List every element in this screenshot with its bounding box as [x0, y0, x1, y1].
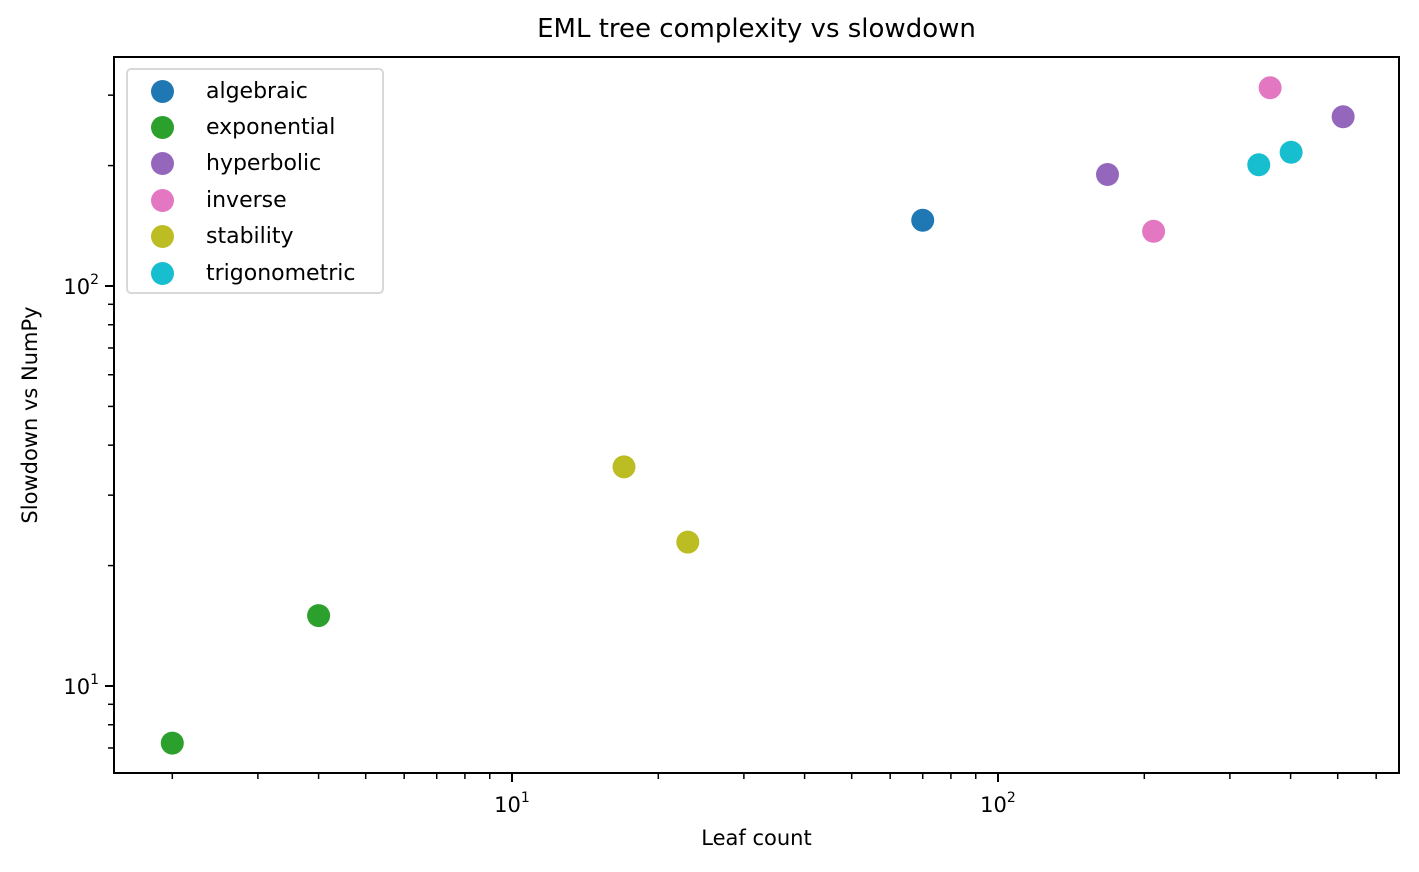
data-point-inverse — [1142, 219, 1166, 243]
circle-marker-icon — [151, 151, 174, 175]
tick-label: 101 — [494, 790, 530, 817]
data-points — [160, 76, 1355, 755]
data-point-hyperbolic — [1331, 105, 1355, 129]
circle-marker-icon — [151, 224, 174, 248]
y-axis-ticks: 101 102 — [63, 94, 113, 749]
data-point-exponential — [160, 731, 184, 755]
x-axis-label: Leaf count — [701, 826, 812, 850]
legend: algebraic exponential hyperbolic inverse… — [126, 68, 384, 294]
data-point-inverse — [1258, 76, 1282, 100]
x-axis-ticks: 101 102 — [171, 774, 1377, 817]
tick-label: 102 — [63, 272, 99, 299]
legend-label: stability — [206, 223, 294, 249]
data-point-trigonometric — [1279, 140, 1303, 164]
data-point-stability — [676, 530, 700, 554]
legend-label: algebraic — [206, 78, 308, 104]
legend-label: exponential — [206, 114, 336, 140]
circle-marker-icon — [151, 115, 174, 139]
tick-label: 101 — [63, 672, 99, 699]
data-point-trigonometric — [1247, 153, 1271, 177]
legend-label: hyperbolic — [206, 150, 322, 176]
plot-area — [113, 56, 1400, 774]
circle-marker-icon — [151, 188, 174, 212]
legend-label: trigonometric — [206, 260, 356, 286]
data-point-algebraic — [911, 208, 935, 232]
y-axis-label: Slowdown vs NumPy — [18, 306, 42, 524]
tick-label: 102 — [980, 790, 1016, 817]
circle-marker-icon — [151, 261, 174, 285]
data-point-stability — [612, 455, 636, 479]
data-point-hyperbolic — [1096, 162, 1120, 186]
chart-title: EML tree complexity vs slowdown — [537, 14, 976, 44]
legend-label: inverse — [206, 187, 287, 213]
circle-marker-icon — [151, 79, 174, 103]
data-point-exponential — [307, 604, 331, 628]
